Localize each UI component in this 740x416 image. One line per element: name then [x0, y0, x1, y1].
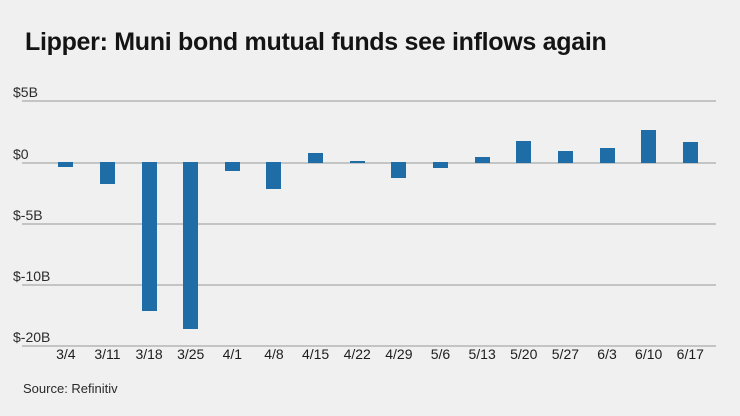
source-note: Source: Refinitiv	[23, 381, 118, 396]
x-axis-tick-label: 3/18	[135, 346, 163, 362]
bar-5-6	[432, 162, 448, 169]
bar-5-20	[516, 141, 532, 163]
bar-6-17	[682, 142, 698, 163]
bar-6-10	[641, 130, 657, 163]
y-axis-tick-label: $-10B	[13, 268, 51, 284]
y-gridline	[22, 345, 716, 347]
bar-4-15	[308, 153, 324, 163]
x-axis-tick-label: 4/29	[385, 346, 413, 362]
x-axis-tick-label: 5/13	[468, 346, 496, 362]
y-axis-tick-label: $-5B	[13, 207, 43, 223]
bar-3-11	[99, 162, 115, 184]
bar-4-29	[391, 162, 407, 178]
y-gridline	[22, 284, 716, 286]
x-axis-tick-label: 5/27	[551, 346, 580, 362]
y-gridline	[22, 100, 716, 102]
bar-5-27	[557, 150, 573, 163]
bar-3-18	[141, 162, 157, 311]
y-axis-tick-label: $-20B	[13, 329, 51, 345]
y-gridline	[22, 162, 716, 164]
x-axis-tick-label: 5/20	[510, 346, 538, 362]
bar-5-13	[474, 156, 490, 163]
x-axis-tick-label: 4/15	[301, 346, 330, 362]
x-axis-tick-label: 4/1	[222, 346, 243, 362]
y-gridline	[22, 223, 716, 225]
x-axis-tick-label: 6/3	[597, 346, 617, 362]
x-axis-tick-label: 3/11	[94, 346, 121, 362]
x-axis-tick-label: 3/25	[177, 346, 205, 362]
x-axis-tick-label: 3/4	[56, 346, 76, 362]
bar-6-3	[599, 148, 615, 163]
x-axis-tick-label: 6/10	[635, 346, 663, 362]
x-axis-tick-label: 4/22	[343, 346, 371, 362]
x-axis-tick-label: 4/8	[264, 346, 284, 362]
bar-4-8	[266, 162, 282, 189]
bar-3-4	[58, 162, 74, 167]
x-axis-tick-label: 5/6	[430, 346, 451, 362]
y-axis-tick-label: $5B	[13, 84, 38, 100]
bar-3-25	[183, 162, 199, 330]
bar-4-22	[349, 160, 365, 163]
chart-title: Lipper: Muni bond mutual funds see inflo…	[25, 28, 607, 56]
bar-4-1	[224, 162, 240, 171]
x-axis-tick-label: 6/17	[676, 346, 704, 362]
y-axis-tick-label: $0	[13, 146, 29, 162]
